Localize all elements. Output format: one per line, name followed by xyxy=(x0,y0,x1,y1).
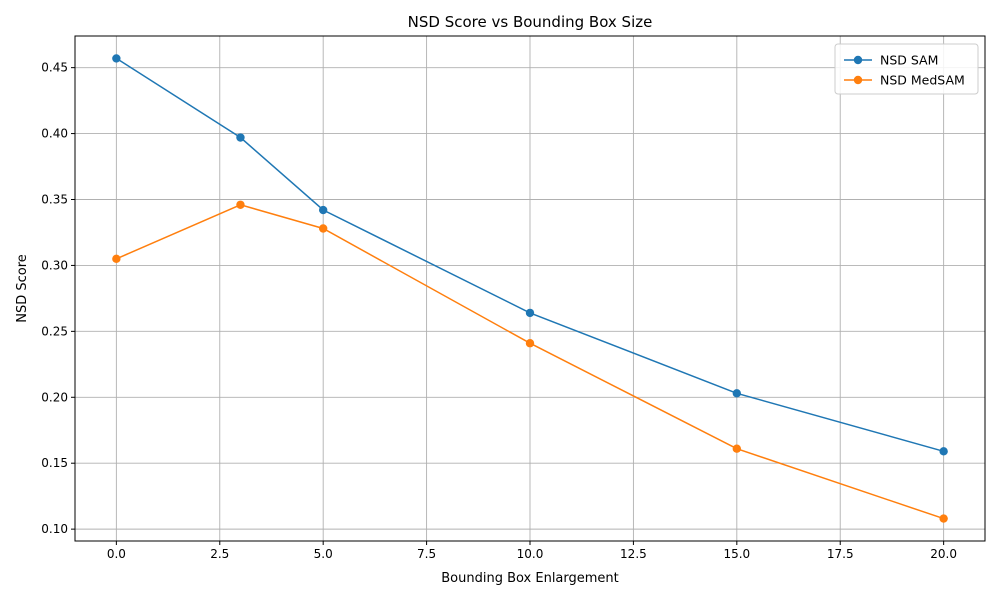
grid xyxy=(75,36,985,541)
x-tick-label: 5.0 xyxy=(314,547,333,561)
series-line xyxy=(116,204,944,520)
data-point xyxy=(525,308,535,318)
legend-marker xyxy=(853,75,863,85)
data-point xyxy=(112,254,121,264)
y-tick-label: 0.35 xyxy=(41,192,68,206)
legend-label: NSD SAM xyxy=(880,53,938,68)
y-tick-label: 0.25 xyxy=(41,324,68,338)
data-point xyxy=(236,200,245,209)
data-point xyxy=(112,54,121,63)
y-tick-label: 0.45 xyxy=(41,61,68,75)
y-tick-label: 0.20 xyxy=(41,390,68,404)
x-tick-label: 2.5 xyxy=(210,547,229,561)
y-axis-title: NSD Score xyxy=(15,254,30,323)
series-2 xyxy=(112,200,948,523)
x-axis-title: Bounding Box Enlargement xyxy=(441,571,619,586)
ticks: 0.0 2.5 5.0 7.5 10.0 12.5 15.0 17.5 20.0 0.10 0.15… xyxy=(41,61,957,561)
data-point xyxy=(318,224,328,233)
data-point xyxy=(939,514,948,523)
legend-marker xyxy=(853,55,863,65)
data-point xyxy=(732,389,742,398)
legend-box xyxy=(834,43,979,95)
x-tick-label: 10.0 xyxy=(517,547,544,561)
x-tick-label: 20.0 xyxy=(930,547,957,561)
y-tick-label: 0.30 xyxy=(41,258,68,272)
x-tick-label: 7.5 xyxy=(417,547,436,561)
x-tick-label: 15.0 xyxy=(723,547,750,561)
series-layer xyxy=(112,54,948,523)
x-tick-label: 12.5 xyxy=(620,547,647,561)
data-point xyxy=(939,447,948,456)
y-tick-label: 0.15 xyxy=(41,456,68,470)
y-tick-label: 0.10 xyxy=(41,522,68,536)
legend: NSD SAM NSD MedSAM xyxy=(834,43,979,95)
data-point xyxy=(525,339,535,348)
legend-label: NSD MedSAM xyxy=(880,73,965,88)
series-line xyxy=(115,57,944,453)
x-tick-label: 17.5 xyxy=(827,547,854,561)
data-point xyxy=(318,205,328,215)
data-point xyxy=(732,444,742,453)
x-tick-label: 0.0 xyxy=(107,547,126,561)
data-point xyxy=(236,133,245,142)
y-tick-label: 0.40 xyxy=(41,127,68,141)
series-1 xyxy=(112,54,948,456)
chart-title: NSD Score vs Bounding Box Size xyxy=(408,13,653,31)
